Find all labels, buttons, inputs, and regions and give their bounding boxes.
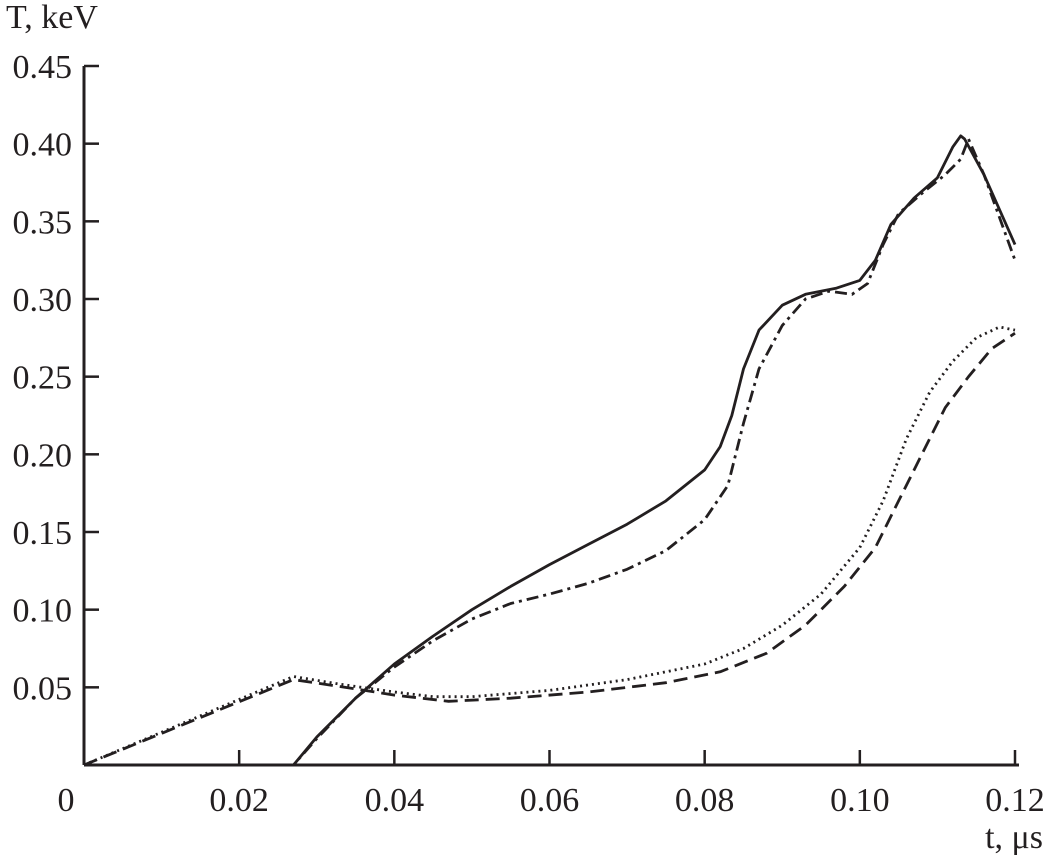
y-tick-label: 0.35 <box>13 204 73 241</box>
series-line-dash-dot <box>84 137 1017 767</box>
y-tick-label: 0.05 <box>13 670 73 707</box>
series-line-solid <box>84 134 1017 767</box>
x-tick-label: 0.06 <box>520 782 580 819</box>
y-tick-label: 0.25 <box>13 360 73 397</box>
y-tick-label: 0.20 <box>13 437 73 474</box>
y-tick-label: 0.30 <box>13 282 73 319</box>
series-line-dotted <box>83 325 1016 767</box>
x-tick-label: 0.10 <box>830 782 890 819</box>
series-line-dashed <box>83 332 1016 767</box>
series-group <box>83 134 1017 767</box>
x-axis-label: t, μs <box>985 819 1043 856</box>
y-axis-label: T, keV <box>6 0 98 36</box>
y-tick-label: 0.45 <box>13 49 73 86</box>
ticks: 0 0.02 0.04 0.06 0.08 0.10 0.12 0.05 0.10 0.15 0.2… <box>13 49 1045 819</box>
y-tick-label: 0.10 <box>13 593 73 630</box>
y-tick-label: 0.40 <box>13 127 73 164</box>
x-tick-label: 0 <box>58 782 75 819</box>
x-tick-label: 0.04 <box>365 782 425 819</box>
axes <box>82 66 1019 767</box>
x-tick-label: 0.02 <box>209 782 269 819</box>
y-tick-label: 0.15 <box>13 515 73 552</box>
x-tick-label: 0.12 <box>985 782 1045 819</box>
x-tick-label: 0.08 <box>675 782 735 819</box>
